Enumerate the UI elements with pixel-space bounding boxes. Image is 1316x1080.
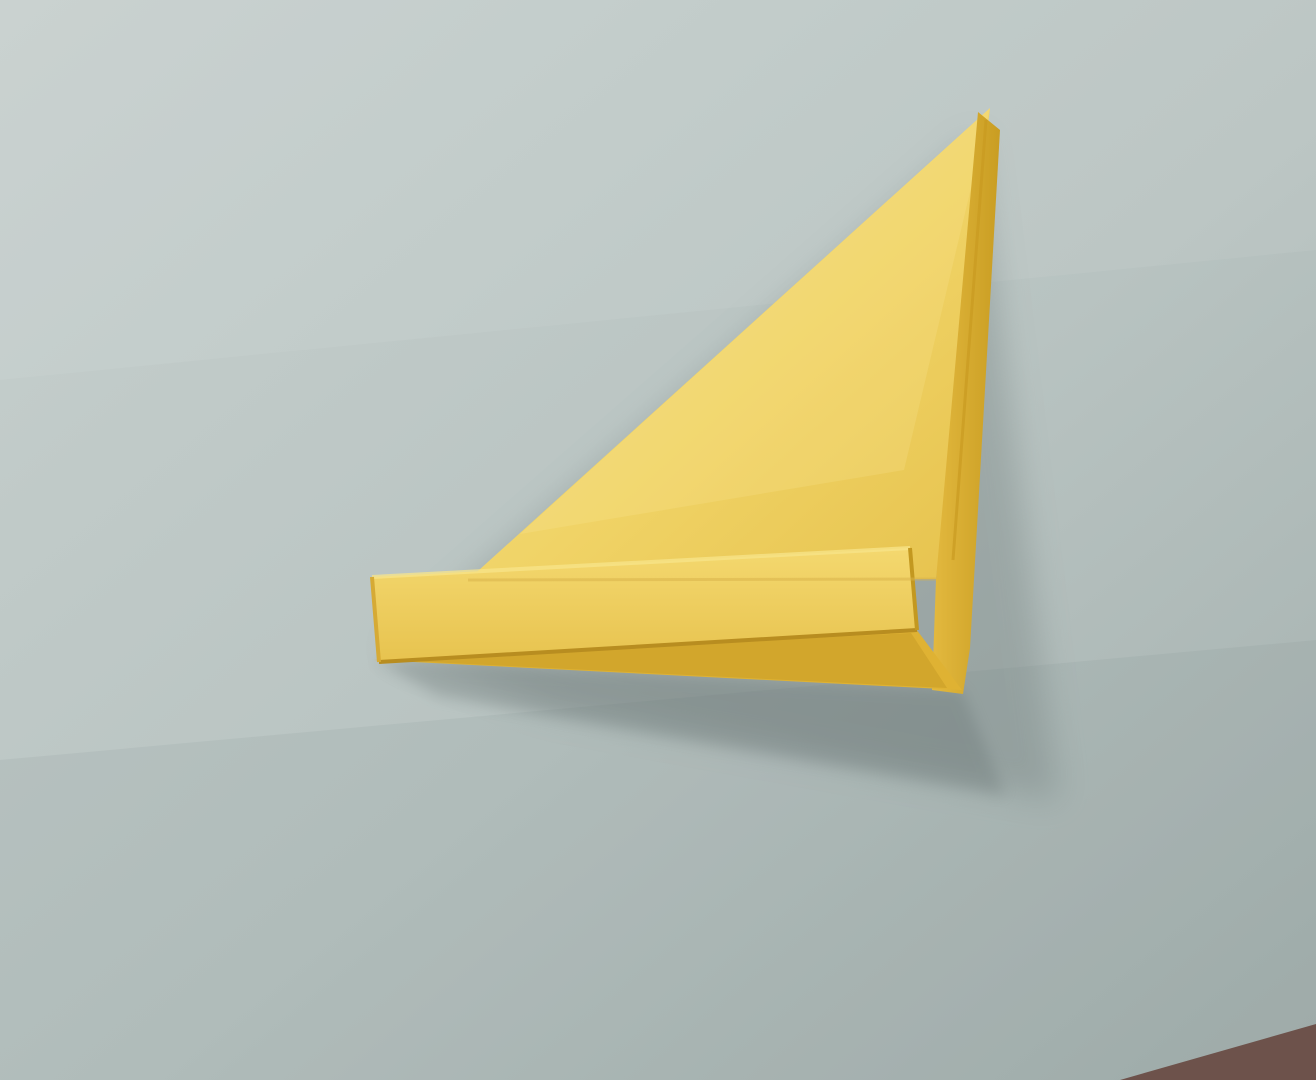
- strip-right-edge: [908, 547, 919, 631]
- paper-upper-highlight: [520, 108, 990, 534]
- paper-folded-strip: [372, 548, 917, 662]
- table-edge: [1120, 1024, 1316, 1080]
- paper-main-triangle: [468, 108, 990, 580]
- paper-contact-shadow: [375, 660, 1005, 795]
- paper-inner-shadow: [388, 633, 947, 688]
- paper-right-inner-crease: [951, 119, 988, 561]
- paper-lower-underlayer: [374, 629, 962, 690]
- crease-line: [467, 577, 937, 582]
- strip-top-edge: [371, 546, 911, 579]
- board-highlight: [0, 0, 1316, 380]
- strip-left-end: [370, 576, 381, 663]
- strip-bottom-edge: [378, 628, 918, 664]
